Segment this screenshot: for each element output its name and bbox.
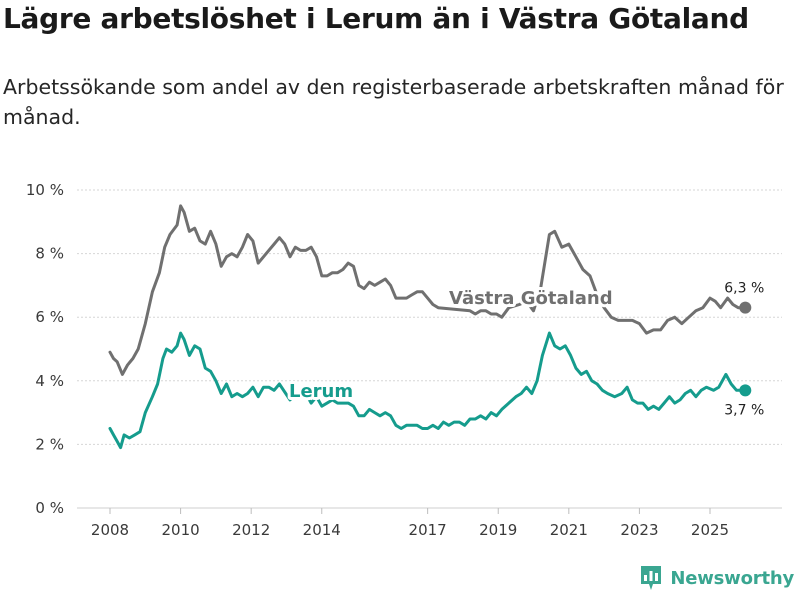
page-title: Lägre arbetslöshet i Lerum än i Västra G…	[3, 2, 749, 35]
chart-subtitle: Arbetssökande som andel av den registerb…	[3, 75, 784, 129]
x-tick-label: 2008	[91, 521, 129, 539]
end-value-label: 3,7 %	[724, 402, 764, 418]
gridlines	[77, 189, 782, 509]
series-label-lerum: Lerum	[289, 381, 353, 402]
x-tick-label: 2012	[232, 521, 270, 539]
series-lines	[108, 204, 752, 450]
y-tick-label: 4 %	[35, 372, 64, 390]
brand-name: Newsworthy	[670, 567, 794, 589]
chart-logo-icon	[641, 566, 662, 590]
y-tick-label: 10 %	[26, 181, 64, 199]
y-tick-label: 8 %	[35, 245, 64, 263]
y-tick-label: 0 %	[35, 499, 64, 517]
x-tick-label: 2010	[161, 521, 199, 539]
x-tick-label: 2025	[691, 521, 729, 539]
series-line-lerum	[108, 331, 747, 450]
series-label-vastra-gotaland: Västra Götaland	[449, 288, 613, 309]
series-labels: Västra Götaland Lerum 6,3 % 3,7 %	[286, 281, 764, 419]
x-tick-label: 2014	[303, 521, 341, 539]
x-tick-label: 2023	[620, 521, 658, 539]
end-value-label: 6,3 %	[724, 281, 764, 297]
x-tick-label: 2021	[550, 521, 588, 539]
axes: 0 % 2 % 4 % 6 % 8 % 10 % 2008 2010 2012 2014 2017 2…	[26, 181, 782, 539]
x-tick-label: 2019	[479, 521, 517, 539]
y-tick-label: 6 %	[35, 308, 64, 326]
brand-logo[interactable]: Newsworthy	[639, 564, 794, 592]
end-point-marker	[739, 384, 752, 397]
series-line-västra-götaland	[108, 204, 747, 376]
end-point-marker	[739, 301, 752, 314]
y-tick-label: 2 %	[35, 435, 64, 453]
x-tick-label: 2017	[409, 521, 447, 539]
